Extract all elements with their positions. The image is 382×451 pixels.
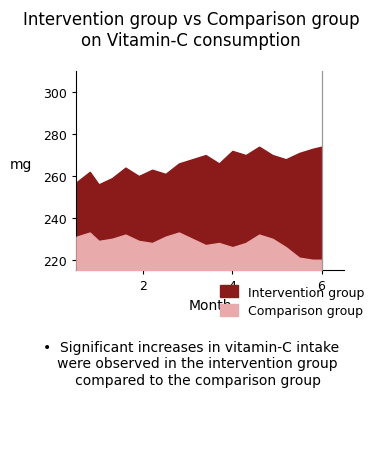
Y-axis label: mg: mg [10,157,32,171]
Text: •  Significant increases in vitamin-C intake
   were observed in the interventio: • Significant increases in vitamin-C int… [43,341,339,387]
Legend: Intervention group, Comparison group: Intervention group, Comparison group [220,286,364,318]
X-axis label: Month: Month [188,298,232,312]
Text: Intervention group vs Comparison group
on Vitamin-C consumption: Intervention group vs Comparison group o… [23,11,359,50]
